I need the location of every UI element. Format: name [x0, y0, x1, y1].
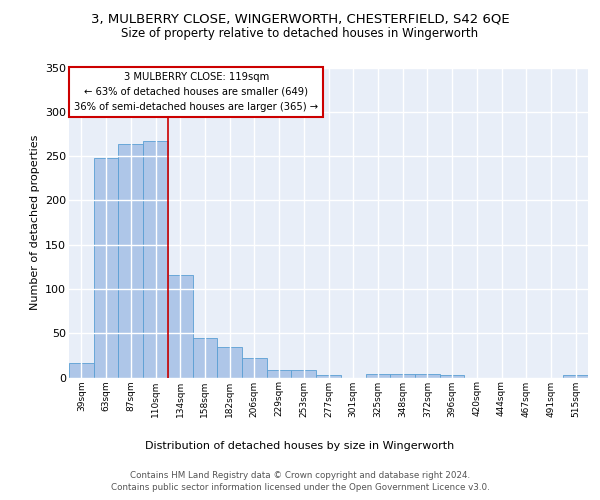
Bar	[365, 374, 390, 378]
Text: Contains public sector information licensed under the Open Government Licence v3: Contains public sector information licen…	[110, 484, 490, 492]
Bar	[316, 375, 341, 378]
Bar	[94, 158, 118, 378]
Text: 3 MULBERRY CLOSE: 119sqm
← 63% of detached houses are smaller (649)
36% of semi-: 3 MULBERRY CLOSE: 119sqm ← 63% of detach…	[74, 72, 318, 112]
Text: 3, MULBERRY CLOSE, WINGERWORTH, CHESTERFIELD, S42 6QE: 3, MULBERRY CLOSE, WINGERWORTH, CHESTERF…	[91, 12, 509, 26]
Bar	[415, 374, 440, 378]
Bar	[292, 370, 316, 378]
Bar	[242, 358, 267, 378]
Bar	[440, 375, 464, 378]
Bar	[143, 141, 168, 378]
Bar	[267, 370, 292, 378]
Text: Contains HM Land Registry data © Crown copyright and database right 2024.: Contains HM Land Registry data © Crown c…	[130, 471, 470, 480]
Bar	[193, 338, 217, 378]
Bar	[563, 375, 588, 378]
Text: Size of property relative to detached houses in Wingerworth: Size of property relative to detached ho…	[121, 28, 479, 40]
Text: Distribution of detached houses by size in Wingerworth: Distribution of detached houses by size …	[145, 441, 455, 451]
Y-axis label: Number of detached properties: Number of detached properties	[29, 135, 40, 310]
Bar	[217, 346, 242, 378]
Bar	[69, 364, 94, 378]
Bar	[168, 275, 193, 378]
Bar	[390, 374, 415, 378]
Bar	[118, 144, 143, 378]
